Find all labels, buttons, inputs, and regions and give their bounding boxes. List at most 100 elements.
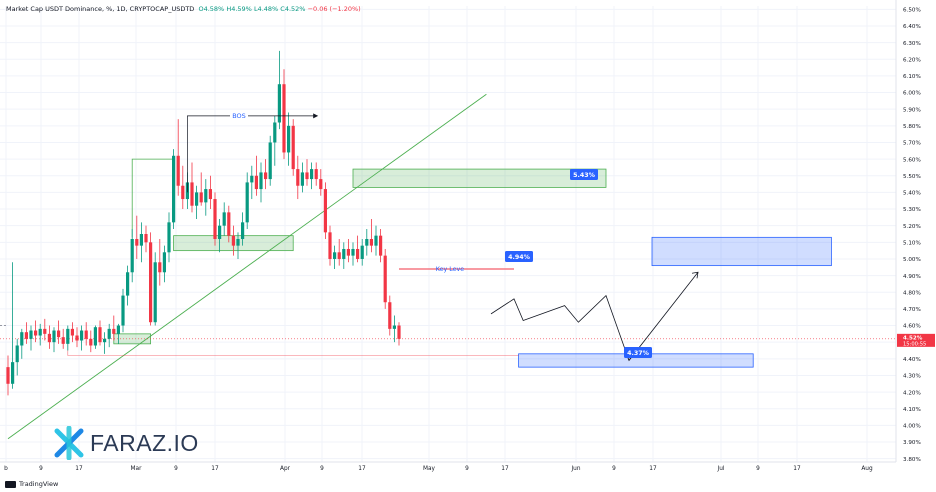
candle-body [360, 245, 364, 259]
candle-body [374, 235, 378, 246]
grid [0, 6, 896, 462]
candle-body [139, 234, 143, 246]
time-tick-label: 9 [465, 466, 469, 472]
candle-body [98, 327, 102, 343]
bos-label: BOS [232, 112, 246, 120]
candle-body [264, 172, 268, 180]
candle-body [277, 84, 281, 123]
candle-body [222, 212, 226, 226]
time-tick-label: 9 [756, 466, 760, 472]
price-tick-label: 6.50% [903, 8, 921, 14]
price-tick-label: 5.20% [903, 224, 921, 230]
price-tick-label: 5.50% [903, 174, 921, 180]
time-tick-label: Apr [280, 466, 291, 472]
faraz-logo: FARAZ.IO [52, 426, 199, 460]
candle-body [218, 225, 222, 239]
time-tick-label: 17 [358, 466, 366, 472]
logo-text: FARAZ.IO [90, 429, 199, 456]
time-tick-label: Jun [570, 466, 580, 472]
candle-body [388, 302, 392, 329]
candle-body [121, 295, 125, 326]
change-value: −0.06 (−1.20%) [307, 5, 361, 13]
symbol-title: Market Cap USDT Dominance, %, 1D, CRYPTO… [6, 5, 195, 13]
price-tick-label: 4.20% [903, 390, 921, 396]
candle-body [24, 332, 28, 339]
candles [6, 50, 401, 396]
time-tick-label: 9 [39, 466, 43, 472]
drawings: BOS Key Leve 5.43% 4.94% 4.37% [187, 110, 699, 362]
candle-body [52, 330, 56, 343]
close-value: C4.52% [280, 5, 306, 13]
candle-body [107, 328, 111, 339]
label-4-37: 4.37% [627, 350, 650, 357]
time-tick-label: Mar [131, 466, 143, 472]
projection-arrowhead-up [691, 271, 699, 279]
time-tick-label: 17 [649, 466, 657, 472]
candle-body [199, 192, 203, 203]
price-tick-label: 6.10% [903, 74, 921, 80]
candle-body [356, 248, 360, 259]
candle-body [379, 235, 383, 256]
price-tick-label: 5.30% [903, 207, 921, 213]
tradingview-footer[interactable]: TradingView [5, 480, 58, 488]
price-axis[interactable]: 6.50% 6.40% 6.30% 6.20% 6.10% 6.00% 5.90% 5.80%… [895, 0, 936, 492]
price-tick-label: 5.40% [903, 191, 921, 197]
legend-header: Market Cap USDT Dominance, %, 1D, CRYPTO… [6, 5, 361, 13]
candle-body [89, 338, 93, 346]
zones [113, 158, 832, 368]
candle-body [70, 328, 74, 336]
time-tick-label: 17 [75, 466, 83, 472]
candle-body [351, 248, 355, 256]
label-4-94: 4.94% [508, 254, 531, 261]
time-tick-label: 9 [174, 466, 178, 472]
candle-body [231, 235, 235, 246]
price-tick-label: 4.70% [903, 307, 921, 313]
candle-body [254, 175, 258, 190]
candle-body [328, 232, 332, 259]
price-axis-bg [896, 0, 936, 492]
candle-body [365, 238, 369, 246]
trendline [7, 93, 487, 440]
candle-body [195, 192, 199, 206]
time-tick-label: 17 [501, 466, 509, 472]
candle-body [323, 189, 327, 233]
candle-body [66, 328, 70, 344]
candle-body [47, 333, 51, 343]
time-tick-label: Aug [861, 466, 873, 472]
candle-body [227, 212, 231, 236]
candle-body [93, 327, 97, 346]
bos-line [187, 115, 317, 193]
price-tick-label: 4.40% [903, 357, 921, 363]
price-tick-label: 5.00% [903, 257, 921, 263]
candle-body [126, 272, 130, 296]
price-tick-label: 4.30% [903, 374, 921, 380]
candle-body [6, 367, 10, 384]
candle-body [181, 185, 185, 200]
candle-body [310, 169, 314, 180]
candle-body [369, 238, 373, 246]
candle-body [103, 338, 107, 343]
candle-body [268, 142, 272, 180]
candle-body [29, 330, 33, 339]
candle-body [337, 252, 341, 259]
time-axis[interactable]: b 9 17 Mar 9 17 Apr 9 17 May 9 17 Jun 9 17 Jul 9 17 Aug [0, 461, 896, 472]
price-tick-label: 4.90% [903, 274, 921, 280]
price-tick-label: 4.10% [903, 407, 921, 413]
candle-body [291, 125, 295, 170]
key-level-label: Key Leve [436, 266, 464, 273]
time-tick-label: b [4, 466, 8, 472]
time-tick-label: May [423, 466, 436, 472]
price-tick-label: 5.10% [903, 241, 921, 247]
tradingview-brand: TradingView [19, 480, 59, 488]
candle-body [38, 328, 42, 336]
candle-body [11, 362, 15, 384]
projection-arrow [628, 272, 699, 361]
candle-body [305, 172, 309, 180]
time-tick-label: 9 [612, 466, 616, 472]
high-value: H4.59% [226, 5, 252, 13]
candle-body [296, 169, 300, 186]
tradingview-icon [5, 480, 16, 488]
green-supply-zone [352, 168, 607, 188]
ascending-trendline [7, 93, 487, 440]
